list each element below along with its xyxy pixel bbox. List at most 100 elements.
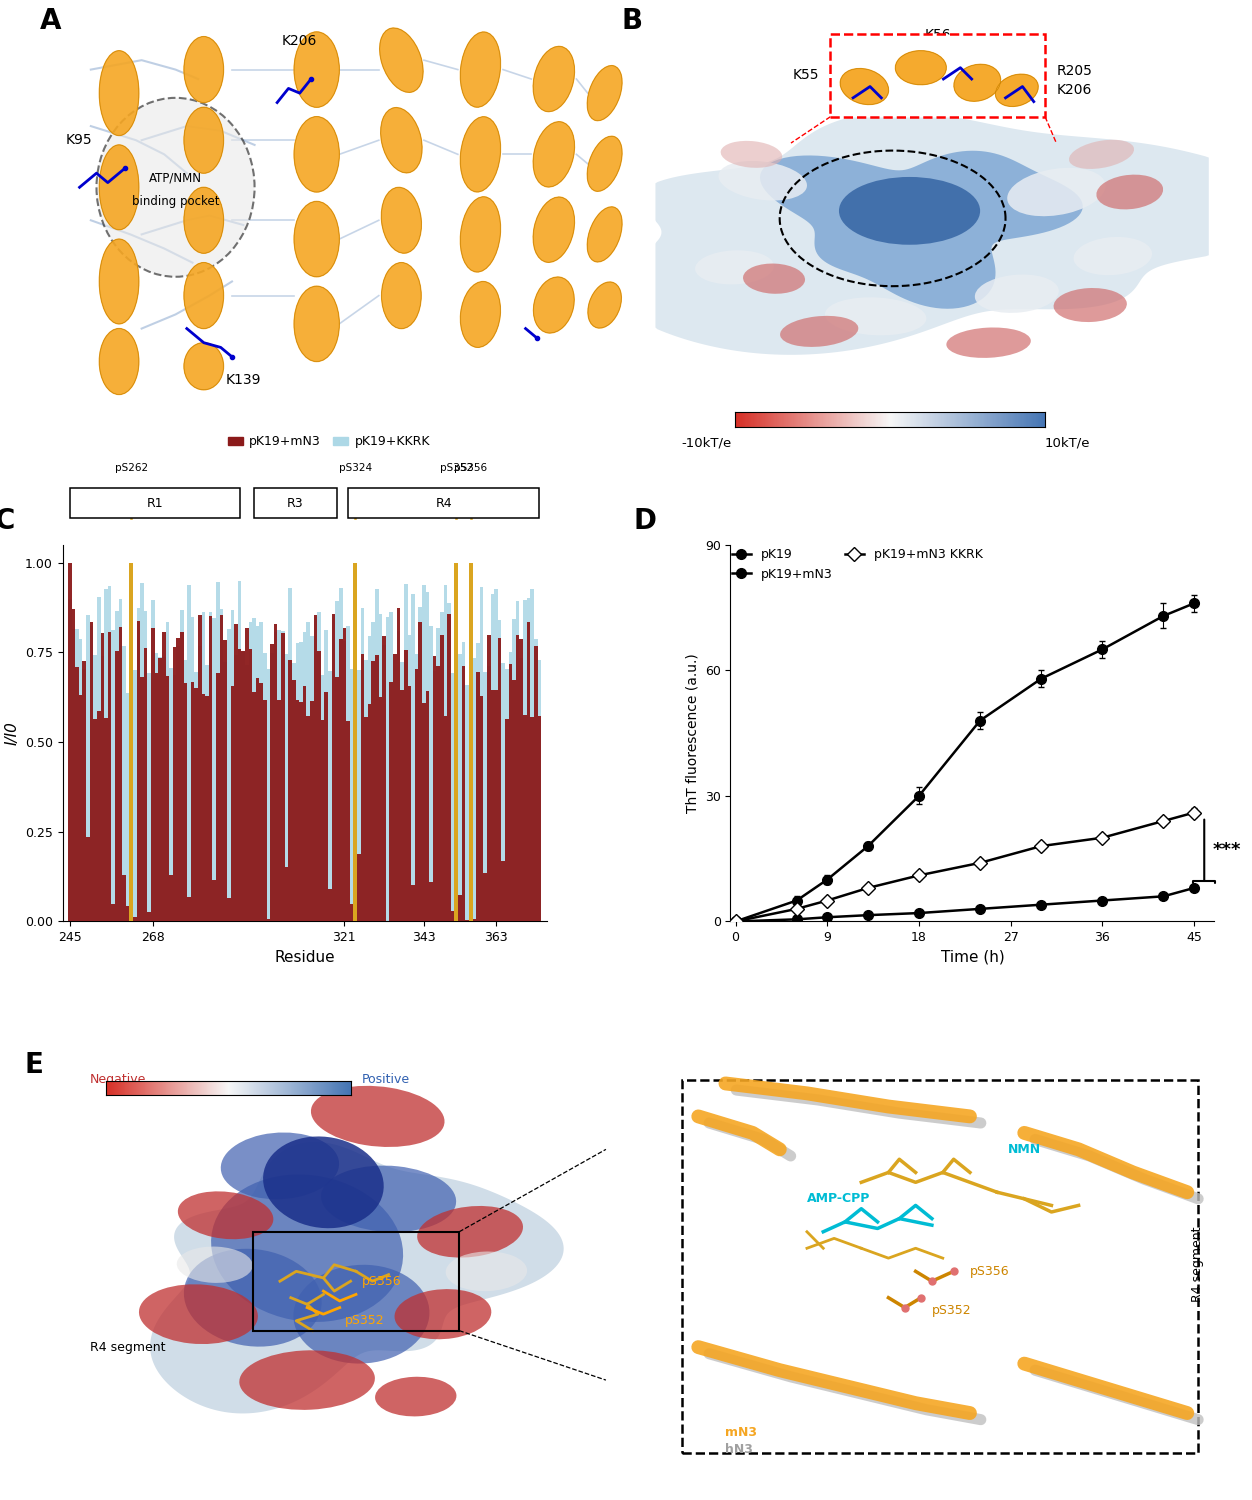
Bar bbox=[299, 642, 303, 921]
Bar bbox=[376, 590, 378, 921]
Text: pS324: pS324 bbox=[338, 464, 372, 472]
Ellipse shape bbox=[995, 74, 1038, 106]
Ellipse shape bbox=[394, 1288, 491, 1340]
Bar bbox=[158, 657, 162, 921]
Bar bbox=[407, 634, 411, 921]
Bar bbox=[411, 594, 414, 921]
Bar bbox=[292, 663, 295, 921]
Polygon shape bbox=[760, 150, 1083, 309]
Bar bbox=[90, 627, 94, 921]
Bar bbox=[202, 612, 205, 921]
Text: R1: R1 bbox=[146, 496, 163, 510]
Bar bbox=[458, 896, 462, 921]
Bar bbox=[508, 663, 512, 921]
Ellipse shape bbox=[376, 1377, 457, 1416]
Text: pS356: pS356 bbox=[970, 1264, 1009, 1278]
Bar bbox=[401, 663, 404, 921]
Bar bbox=[397, 630, 401, 921]
Bar bbox=[274, 624, 278, 921]
Bar bbox=[527, 622, 531, 921]
Bar bbox=[111, 630, 115, 921]
Bar bbox=[426, 690, 429, 921]
Bar bbox=[278, 700, 282, 921]
Ellipse shape bbox=[825, 297, 926, 336]
Bar bbox=[422, 702, 426, 921]
Ellipse shape bbox=[99, 328, 139, 394]
Ellipse shape bbox=[695, 251, 774, 285]
Bar bbox=[169, 668, 173, 921]
Bar bbox=[227, 628, 230, 921]
Ellipse shape bbox=[382, 188, 422, 254]
Bar bbox=[284, 654, 288, 921]
Text: hN3: hN3 bbox=[725, 1443, 754, 1456]
Text: NMN: NMN bbox=[1008, 1143, 1042, 1156]
Bar bbox=[303, 686, 307, 921]
Bar bbox=[336, 676, 339, 921]
Bar bbox=[313, 616, 317, 921]
Ellipse shape bbox=[294, 117, 339, 192]
Bar bbox=[505, 720, 508, 921]
Ellipse shape bbox=[382, 262, 421, 328]
Bar bbox=[140, 676, 144, 921]
Bar bbox=[372, 662, 376, 921]
Bar bbox=[162, 632, 165, 921]
Bar bbox=[368, 636, 372, 921]
Bar bbox=[100, 656, 104, 921]
Ellipse shape bbox=[461, 282, 501, 348]
Text: R205: R205 bbox=[1057, 64, 1092, 78]
Bar bbox=[498, 621, 501, 921]
Ellipse shape bbox=[293, 1264, 429, 1364]
Bar bbox=[230, 610, 234, 921]
Ellipse shape bbox=[1097, 174, 1163, 210]
Bar bbox=[533, 639, 537, 921]
Bar bbox=[100, 633, 104, 921]
Bar bbox=[238, 650, 242, 921]
Bar bbox=[295, 644, 299, 921]
Bar bbox=[198, 615, 202, 921]
Bar bbox=[317, 612, 321, 921]
Bar bbox=[213, 618, 217, 921]
Ellipse shape bbox=[417, 1206, 523, 1257]
Ellipse shape bbox=[461, 117, 501, 192]
Bar bbox=[336, 602, 339, 921]
Bar bbox=[245, 628, 249, 921]
Bar bbox=[472, 658, 476, 921]
Text: pS352: pS352 bbox=[439, 464, 473, 472]
Bar bbox=[198, 646, 202, 921]
Bar bbox=[454, 562, 458, 921]
Ellipse shape bbox=[839, 177, 980, 244]
Bar bbox=[537, 716, 541, 921]
Bar bbox=[129, 914, 133, 921]
Bar bbox=[389, 682, 393, 921]
Bar bbox=[483, 672, 487, 921]
Bar bbox=[213, 880, 217, 921]
Bar bbox=[158, 658, 162, 921]
Ellipse shape bbox=[461, 196, 501, 272]
Legend: pK19, pK19+mN3, pK19+mN3 KKRK: pK19, pK19+mN3, pK19+mN3 KKRK bbox=[727, 543, 988, 585]
Ellipse shape bbox=[1073, 237, 1152, 274]
Bar bbox=[209, 612, 213, 921]
Bar bbox=[516, 602, 520, 921]
Bar bbox=[83, 669, 86, 921]
Bar bbox=[252, 693, 255, 921]
Bar bbox=[401, 690, 404, 921]
Bar bbox=[238, 582, 242, 921]
Bar bbox=[209, 616, 213, 921]
Ellipse shape bbox=[721, 141, 782, 168]
Ellipse shape bbox=[184, 342, 224, 390]
Bar bbox=[495, 690, 498, 921]
Bar bbox=[346, 720, 349, 921]
Bar bbox=[451, 674, 454, 921]
Ellipse shape bbox=[780, 316, 859, 346]
Bar bbox=[227, 898, 230, 921]
Bar bbox=[71, 609, 75, 921]
Ellipse shape bbox=[533, 278, 575, 333]
Bar bbox=[184, 660, 188, 921]
Text: D: D bbox=[634, 507, 657, 536]
Bar bbox=[470, 916, 472, 921]
Bar bbox=[96, 711, 100, 921]
Text: pS262: pS262 bbox=[115, 464, 148, 472]
Text: -10kT/e: -10kT/e bbox=[681, 436, 731, 450]
Bar bbox=[230, 686, 234, 921]
Bar bbox=[155, 674, 158, 921]
